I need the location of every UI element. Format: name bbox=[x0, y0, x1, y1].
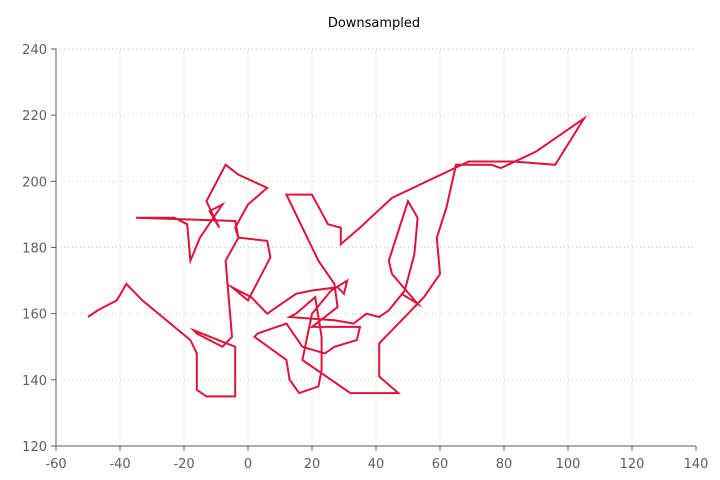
y-tick-label-3: 180 bbox=[22, 242, 47, 257]
y-tick-label-2: 160 bbox=[22, 308, 47, 323]
x-tick-label-8: 100 bbox=[556, 457, 581, 472]
x-tick-label-4: 20 bbox=[304, 457, 321, 472]
x-tick-label-2: -20 bbox=[173, 457, 194, 472]
x-tick-label-7: 80 bbox=[496, 457, 513, 472]
y-tick-label-5: 220 bbox=[22, 109, 47, 124]
chart-title: Downsampled bbox=[328, 16, 420, 31]
x-tick-label-1: -40 bbox=[109, 457, 130, 472]
grid bbox=[56, 48, 696, 446]
y-tick-label-1: 140 bbox=[22, 374, 47, 389]
plot-area bbox=[87, 114, 588, 398]
y-tick-label-6: 240 bbox=[22, 43, 47, 58]
y-tick-label-4: 200 bbox=[22, 175, 47, 190]
y-tick-label-0: 120 bbox=[22, 440, 47, 455]
x-tick-label-0: -60 bbox=[45, 457, 66, 472]
series-line-0 bbox=[87, 114, 588, 398]
ticks: -60 -40 -20 0 20 40 60 80 100 120 140 120 140 160 180 2… bbox=[22, 43, 708, 472]
x-tick-label-9: 120 bbox=[620, 457, 645, 472]
x-tick-label-5: 40 bbox=[368, 457, 385, 472]
x-tick-label-10: 140 bbox=[684, 457, 709, 472]
x-tick-label-3: 0 bbox=[244, 457, 252, 472]
x-tick-label-6: 60 bbox=[432, 457, 449, 472]
